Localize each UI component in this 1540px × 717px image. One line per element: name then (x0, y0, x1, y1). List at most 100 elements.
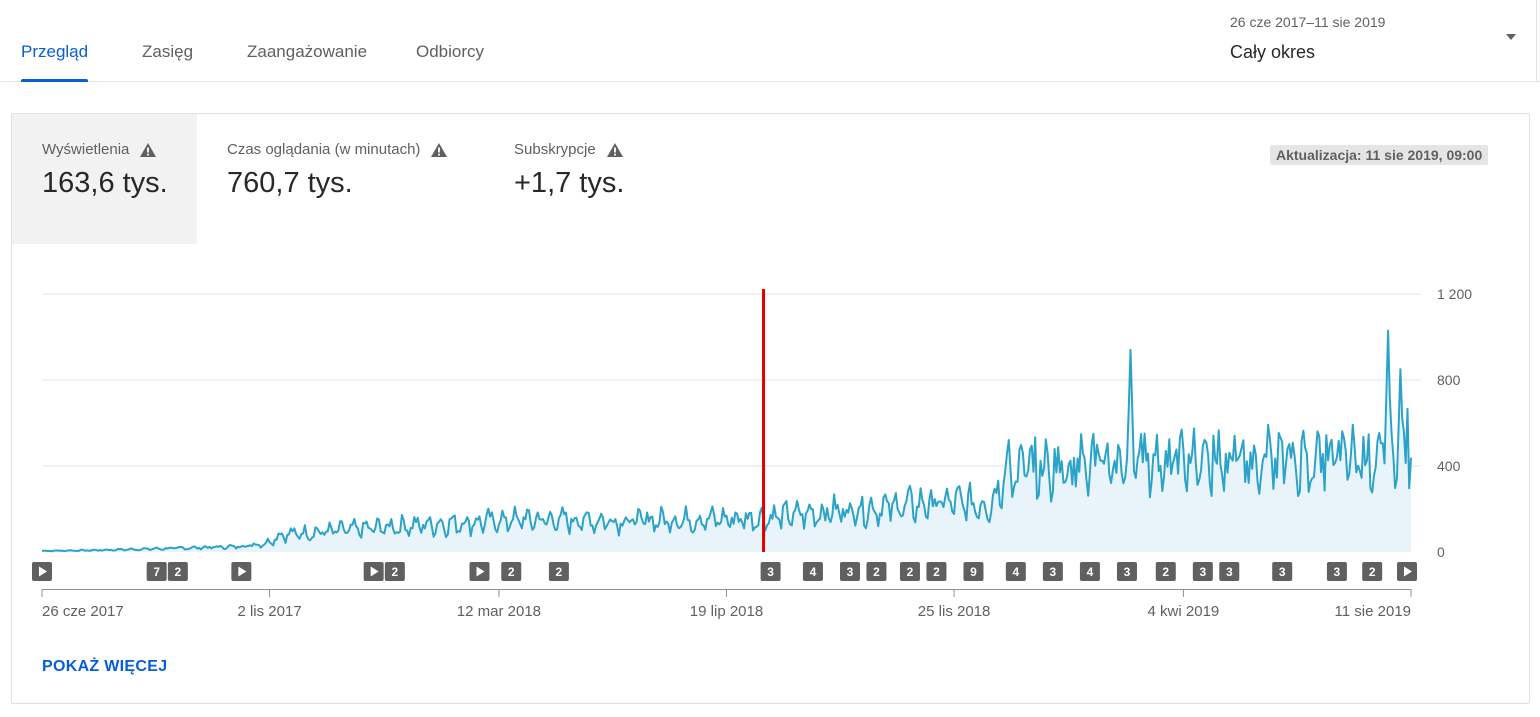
x-tick-label: 19 lip 2018 (690, 603, 763, 620)
marker-box (1272, 562, 1293, 581)
marker-count: 9 (970, 565, 977, 579)
metric-views[interactable]: Wyświetlenia 163,6 tys. (12, 114, 197, 244)
upload-count-marker[interactable]: 3 (1042, 562, 1063, 581)
upload-count-marker[interactable]: 3 (1116, 562, 1137, 581)
marker-count: 2 (391, 565, 398, 579)
marker-count: 2 (508, 565, 515, 579)
marker-count: 3 (1199, 565, 1206, 579)
views-area-fill (42, 330, 1411, 552)
marker-box (548, 562, 569, 581)
marker-count: 3 (1050, 565, 1057, 579)
video-marker[interactable] (32, 562, 52, 581)
upload-count-marker[interactable]: 3 (839, 562, 860, 581)
marker-count: 3 (1226, 565, 1233, 579)
show-more-link[interactable]: POKAŻ WIĘCEJ (42, 658, 168, 675)
y-tick-label: 400 (1437, 458, 1461, 474)
divider (1536, 0, 1537, 82)
video-marker[interactable] (1397, 562, 1417, 581)
marker-count: 2 (933, 565, 940, 579)
marker-box (926, 562, 947, 581)
marker-count: 2 (174, 565, 181, 579)
date-range-picker[interactable]: 26 cze 2017–11 sie 2019 Cały okres (1230, 14, 1520, 64)
metric-subscriptions-value: +1,7 tys. (514, 167, 625, 199)
chevron-down-icon[interactable] (1506, 34, 1516, 40)
video-marker[interactable] (469, 562, 490, 581)
upload-count-marker[interactable]: 4 (1079, 562, 1100, 581)
marker-count: 3 (1124, 565, 1131, 579)
upload-count-marker[interactable]: 2 (384, 562, 405, 581)
top-bar: Przegląd Zasięg Zaangażowanie Odbiorcy 2… (0, 0, 1540, 82)
upload-count-marker[interactable]: 7 (146, 562, 167, 581)
marker-box (963, 562, 984, 581)
upload-count-marker[interactable]: 2 (926, 562, 947, 581)
upload-count-marker[interactable]: 3 (1192, 562, 1213, 581)
tab-engagement[interactable]: Zaangażowanie (247, 42, 368, 61)
date-range-text: 26 cze 2017–11 sie 2019 (1230, 14, 1386, 30)
marker-box (1362, 562, 1383, 581)
marker-count: 4 (810, 565, 817, 579)
warning-icon[interactable] (430, 142, 448, 158)
metric-views-value: 163,6 tys. (42, 167, 168, 199)
video-marker[interactable] (231, 562, 252, 581)
marker-count: 2 (907, 565, 914, 579)
marker-box (1155, 562, 1176, 581)
marker-count: 3 (847, 565, 854, 579)
x-tick-label: 11 sie 2019 (1335, 603, 1411, 620)
warning-icon[interactable] (606, 142, 624, 158)
last-updated-badge: Aktualizacja: 11 sie 2019, 09:00 (1270, 145, 1489, 165)
marker-count: 3 (1334, 565, 1341, 579)
x-tick-label: 12 mar 2018 (457, 603, 541, 620)
marker-box (1219, 562, 1240, 581)
y-tick-label: 1 200 (1437, 286, 1472, 302)
upload-count-marker[interactable]: 2 (1362, 562, 1383, 581)
metric-views-label: Wyświetlenia (42, 141, 130, 158)
marker-box (899, 562, 920, 581)
marker-box (501, 562, 522, 581)
upload-count-marker[interactable]: 2 (501, 562, 522, 581)
x-tick-label: 25 lis 2018 (918, 603, 991, 620)
upload-count-marker[interactable]: 4 (1005, 562, 1026, 581)
date-period-text: Cały okres (1230, 42, 1316, 62)
marker-box (866, 562, 887, 581)
marker-count: 7 (153, 565, 160, 579)
metric-subscriptions-label: Subskrypcje (514, 141, 596, 158)
upload-count-marker[interactable]: 2 (866, 562, 887, 581)
upload-count-marker[interactable]: 9 (963, 562, 984, 581)
marker-box (146, 562, 167, 581)
video-marker[interactable] (363, 562, 384, 581)
marker-box (167, 562, 188, 581)
warning-icon[interactable] (139, 142, 157, 158)
upload-count-marker[interactable]: 2 (167, 562, 188, 581)
upload-count-marker[interactable]: 2 (1155, 562, 1176, 581)
marker-box (760, 562, 781, 581)
marker-count: 2 (556, 565, 563, 579)
marker-count: 4 (1087, 565, 1094, 579)
upload-count-marker[interactable]: 3 (1272, 562, 1293, 581)
upload-count-marker[interactable]: 2 (899, 562, 920, 581)
metric-watch-time[interactable]: Czas oglądania (w minutach) 760,7 tys. (197, 114, 484, 244)
tab-audience[interactable]: Odbiorcy (416, 42, 485, 61)
upload-count-marker[interactable]: 3 (760, 562, 781, 581)
analytics-card: Wyświetlenia 163,6 tys. Czas oglądania (… (11, 113, 1530, 704)
upload-count-marker[interactable]: 3 (1219, 562, 1240, 581)
x-tick-label: 4 kwi 2019 (1148, 603, 1220, 620)
upload-count-marker[interactable]: 3 (1326, 562, 1347, 581)
play-icon (370, 566, 379, 577)
upload-count-marker[interactable]: 4 (802, 562, 823, 581)
tab-overview[interactable]: Przegląd (21, 42, 89, 82)
tab-reach[interactable]: Zasięg (142, 42, 194, 61)
upload-count-marker[interactable]: 2 (548, 562, 569, 581)
x-tick-label: 26 cze 2017 (42, 603, 124, 620)
marker-box (1005, 562, 1026, 581)
play-icon (1404, 566, 1412, 577)
marker-box (839, 562, 860, 581)
marker-box (1326, 562, 1347, 581)
x-tick-label: 2 lis 2017 (237, 603, 301, 620)
marker-count: 3 (767, 565, 774, 579)
metric-subscriptions[interactable]: Subskrypcje +1,7 tys. (484, 114, 684, 244)
y-axis-ticks: 0 400 800 1 200 (1437, 286, 1472, 560)
y-tick-label: 0 (1437, 544, 1445, 560)
metric-watch-time-value: 760,7 tys. (227, 167, 353, 199)
